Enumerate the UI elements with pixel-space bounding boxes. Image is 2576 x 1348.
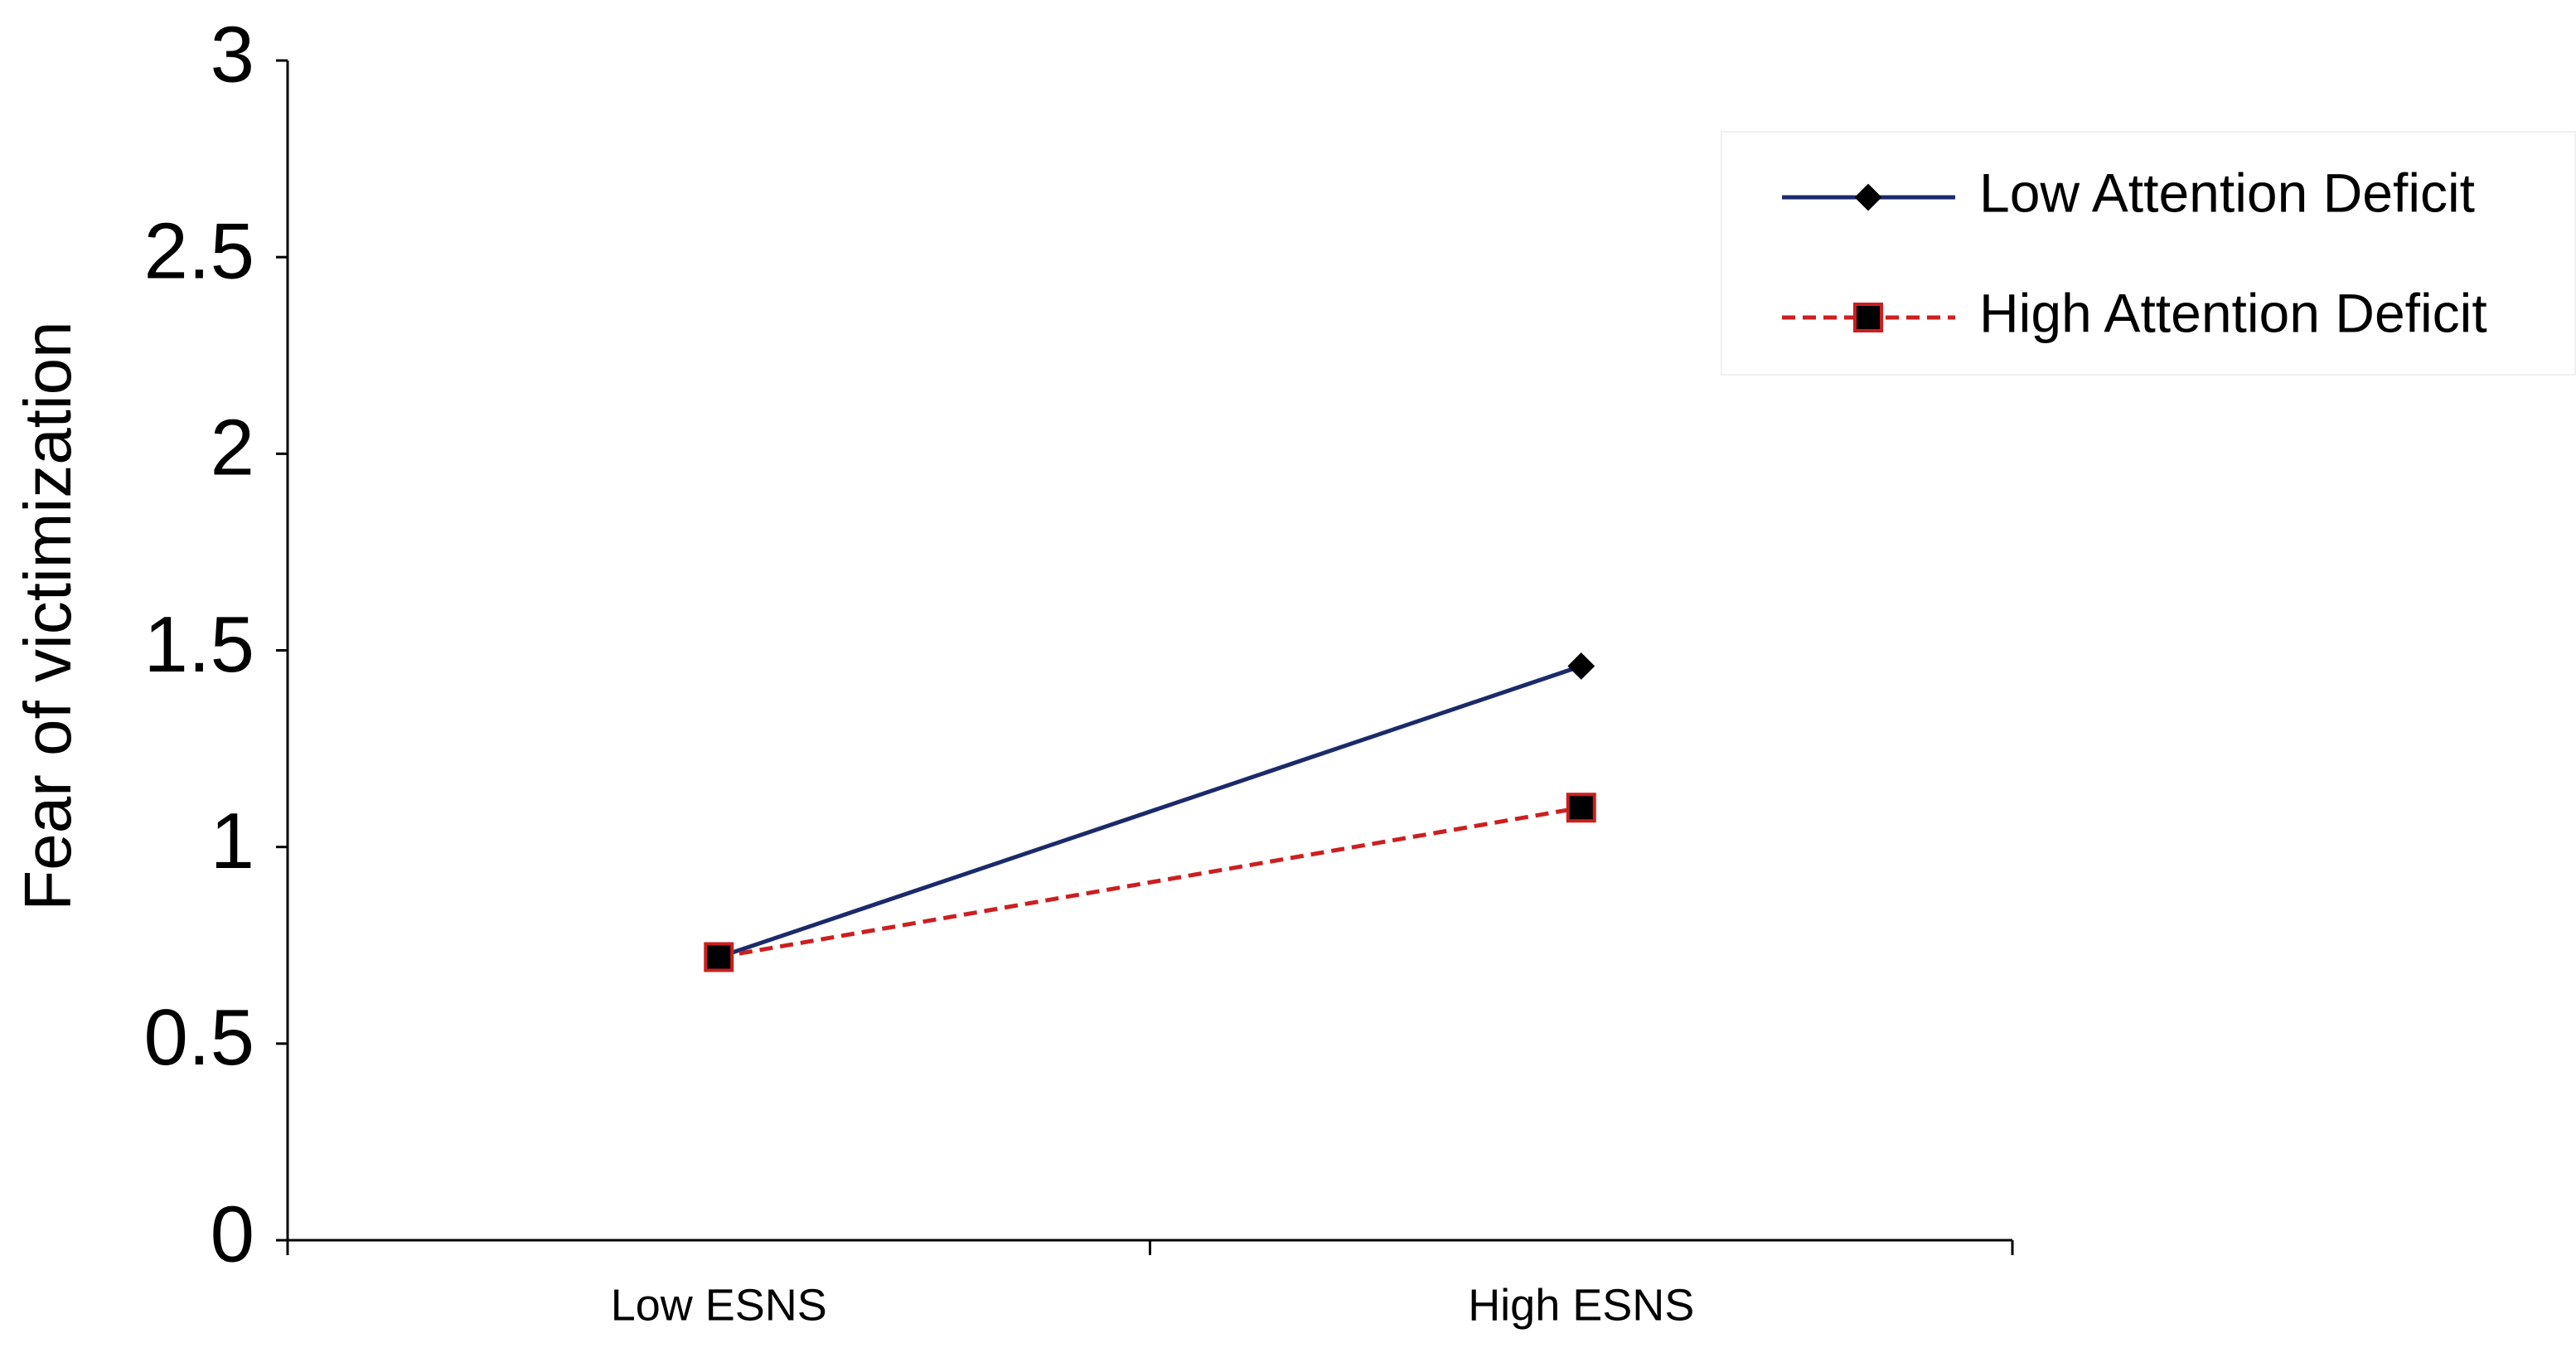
y-tick-label: 2 (211, 404, 254, 492)
data-point (1566, 793, 1596, 823)
y-tick-label: 0.5 (144, 993, 254, 1082)
legend-label: High Attention Deficit (1979, 282, 2487, 343)
series-line (718, 664, 1582, 959)
y-tick-label: 1 (211, 797, 254, 885)
legend-marker (1853, 303, 1883, 332)
data-point (704, 942, 734, 972)
data-point (1567, 652, 1595, 680)
legend-label: Low Attention Deficit (1979, 162, 2475, 223)
y-tick-label: 0 (211, 1190, 254, 1278)
y-axis-title: Fear of victimization (11, 321, 85, 910)
legend-marker (1854, 183, 1882, 211)
y-tick-label: 1.5 (144, 600, 254, 689)
x-tick-label: Low ESNS (611, 1280, 827, 1330)
y-tick-label: 3 (211, 10, 254, 99)
legend-box (1721, 131, 2576, 376)
x-tick-label: High ESNS (1468, 1280, 1694, 1330)
y-tick-label: 2.5 (144, 207, 254, 296)
series-line (718, 805, 1582, 959)
